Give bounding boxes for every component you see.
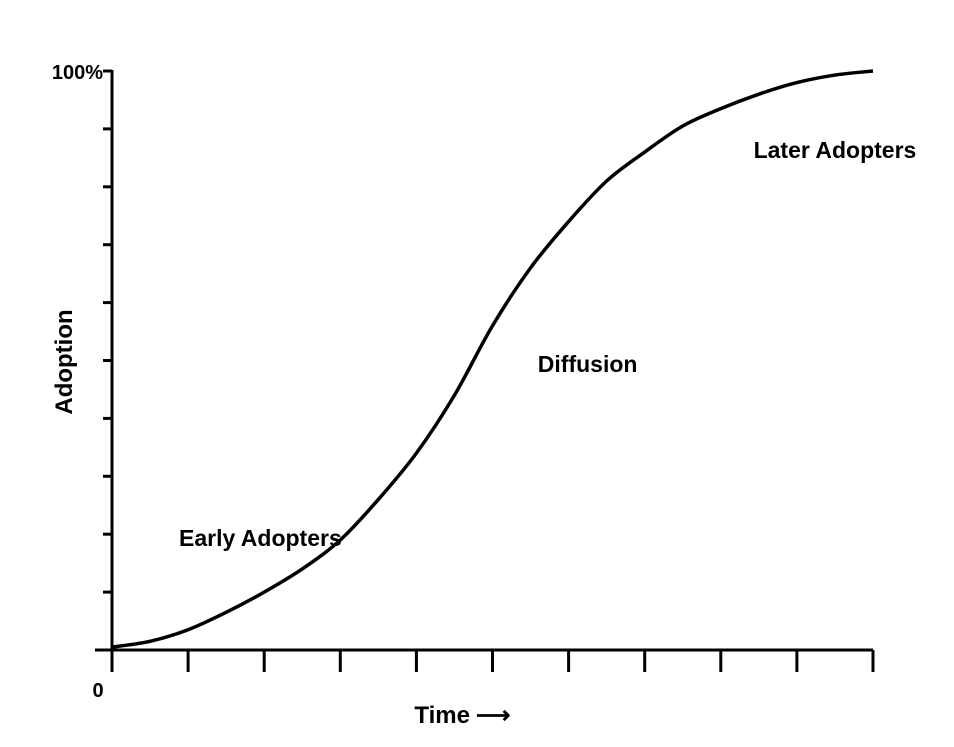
x-axis-title-group: Time ⟶ <box>414 702 510 729</box>
annotation-label: Early Adopters <box>179 525 342 551</box>
x-axis-arrow: ⟶ <box>476 702 510 729</box>
annotations: Early Adopters Diffusion Later Adopters <box>179 137 916 551</box>
origin-label: 0 <box>92 680 103 702</box>
x-axis-title: Time <box>414 702 470 729</box>
y-axis-title: Adoption <box>51 309 78 414</box>
y-max-label: 100% <box>52 62 103 84</box>
annotation-label: Diffusion <box>538 351 638 377</box>
annotation-label: Later Adopters <box>754 137 917 163</box>
adoption-curve <box>111 69 874 649</box>
